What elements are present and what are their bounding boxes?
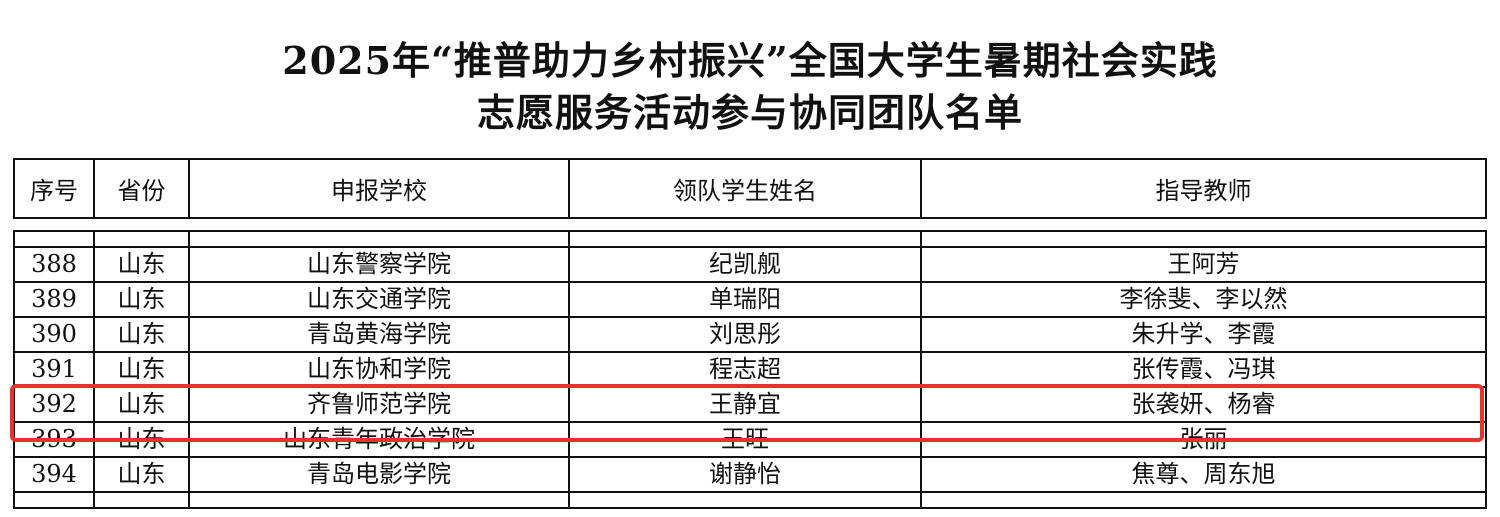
cell-school: 山东警察学院 (188, 246, 570, 283)
cell-school: 齐鲁师范学院 (188, 386, 570, 423)
cell-school: 山东交通学院 (188, 281, 570, 318)
cell-index: 389 (13, 281, 95, 318)
table-row: 388 山东 山东警察学院 纪凯舰 王阿芳 (13, 246, 1487, 283)
table-row: 391 山东 山东协和学院 程志超 张传霞、冯琪 (13, 351, 1487, 388)
cell-index: 388 (13, 246, 95, 283)
cell-index: 394 (13, 456, 95, 493)
cell-province: 山东 (93, 246, 190, 283)
cell-leader: 纪凯舰 (568, 246, 922, 283)
cell-advisor: 焦尊、周东旭 (920, 456, 1487, 493)
header-index: 序号 (13, 158, 95, 219)
cell-leader: 程志超 (568, 351, 922, 388)
header-province: 省份 (93, 158, 190, 219)
document-title-line2: 志愿服务活动参与协同团队名单 (476, 90, 1023, 135)
table-header: 序号 省份 申报学校 领队学生姓名 指导教师 (13, 158, 1487, 219)
table-row (13, 491, 1487, 509)
cell-index: 390 (13, 316, 95, 353)
table-row: 389 山东 山东交通学院 单瑞阳 李徐斐、李以然 (13, 281, 1487, 318)
cell-school: 青岛电影学院 (188, 456, 570, 493)
header-school: 申报学校 (188, 158, 570, 219)
cell-leader: 谢静怡 (568, 456, 922, 493)
cell-leader: 单瑞阳 (568, 281, 922, 318)
cell-advisor: 朱升学、李霞 (920, 316, 1487, 353)
cell-advisor: 王阿芳 (920, 246, 1487, 283)
table-row: 392 山东 齐鲁师范学院 王静宜 张袭妍、杨睿 (13, 386, 1487, 423)
table-row: 394 山东 青岛电影学院 谢静怡 焦尊、周东旭 (13, 456, 1487, 493)
cell-index: 391 (13, 351, 95, 388)
header-advisor: 指导教师 (920, 158, 1487, 219)
cell-leader: 王静宜 (568, 386, 922, 423)
document-title-line1: 2025年“推普助力乡村振兴”全国大学生暑期社会实践 (282, 38, 1218, 83)
cell-province: 山东 (93, 316, 190, 353)
cell-leader: 刘思彤 (568, 316, 922, 353)
cell-province: 山东 (93, 386, 190, 423)
cell-province: 山东 (93, 281, 190, 318)
cell-advisor: 张传霞、冯琪 (920, 351, 1487, 388)
cell-province: 山东 (93, 351, 190, 388)
team-table: 388 山东 山东警察学院 纪凯舰 王阿芳 389 山东 山东交通学院 单瑞阳 李徐斐、李以然 39… (13, 230, 1487, 509)
cell-advisor: 李徐斐、李以然 (920, 281, 1487, 318)
cell-province: 山东 (93, 456, 190, 493)
cell-advisor: 张袭妍、杨睿 (920, 386, 1487, 423)
table-row (13, 230, 1487, 248)
cell-school: 青岛黄海学院 (188, 316, 570, 353)
cell-index: 392 (13, 386, 95, 423)
table-row: 390 山东 青岛黄海学院 刘思彤 朱升学、李霞 (13, 316, 1487, 353)
header-leader: 领队学生姓名 (568, 158, 922, 219)
cell-school: 山东协和学院 (188, 351, 570, 388)
highlight-box (10, 384, 1484, 442)
